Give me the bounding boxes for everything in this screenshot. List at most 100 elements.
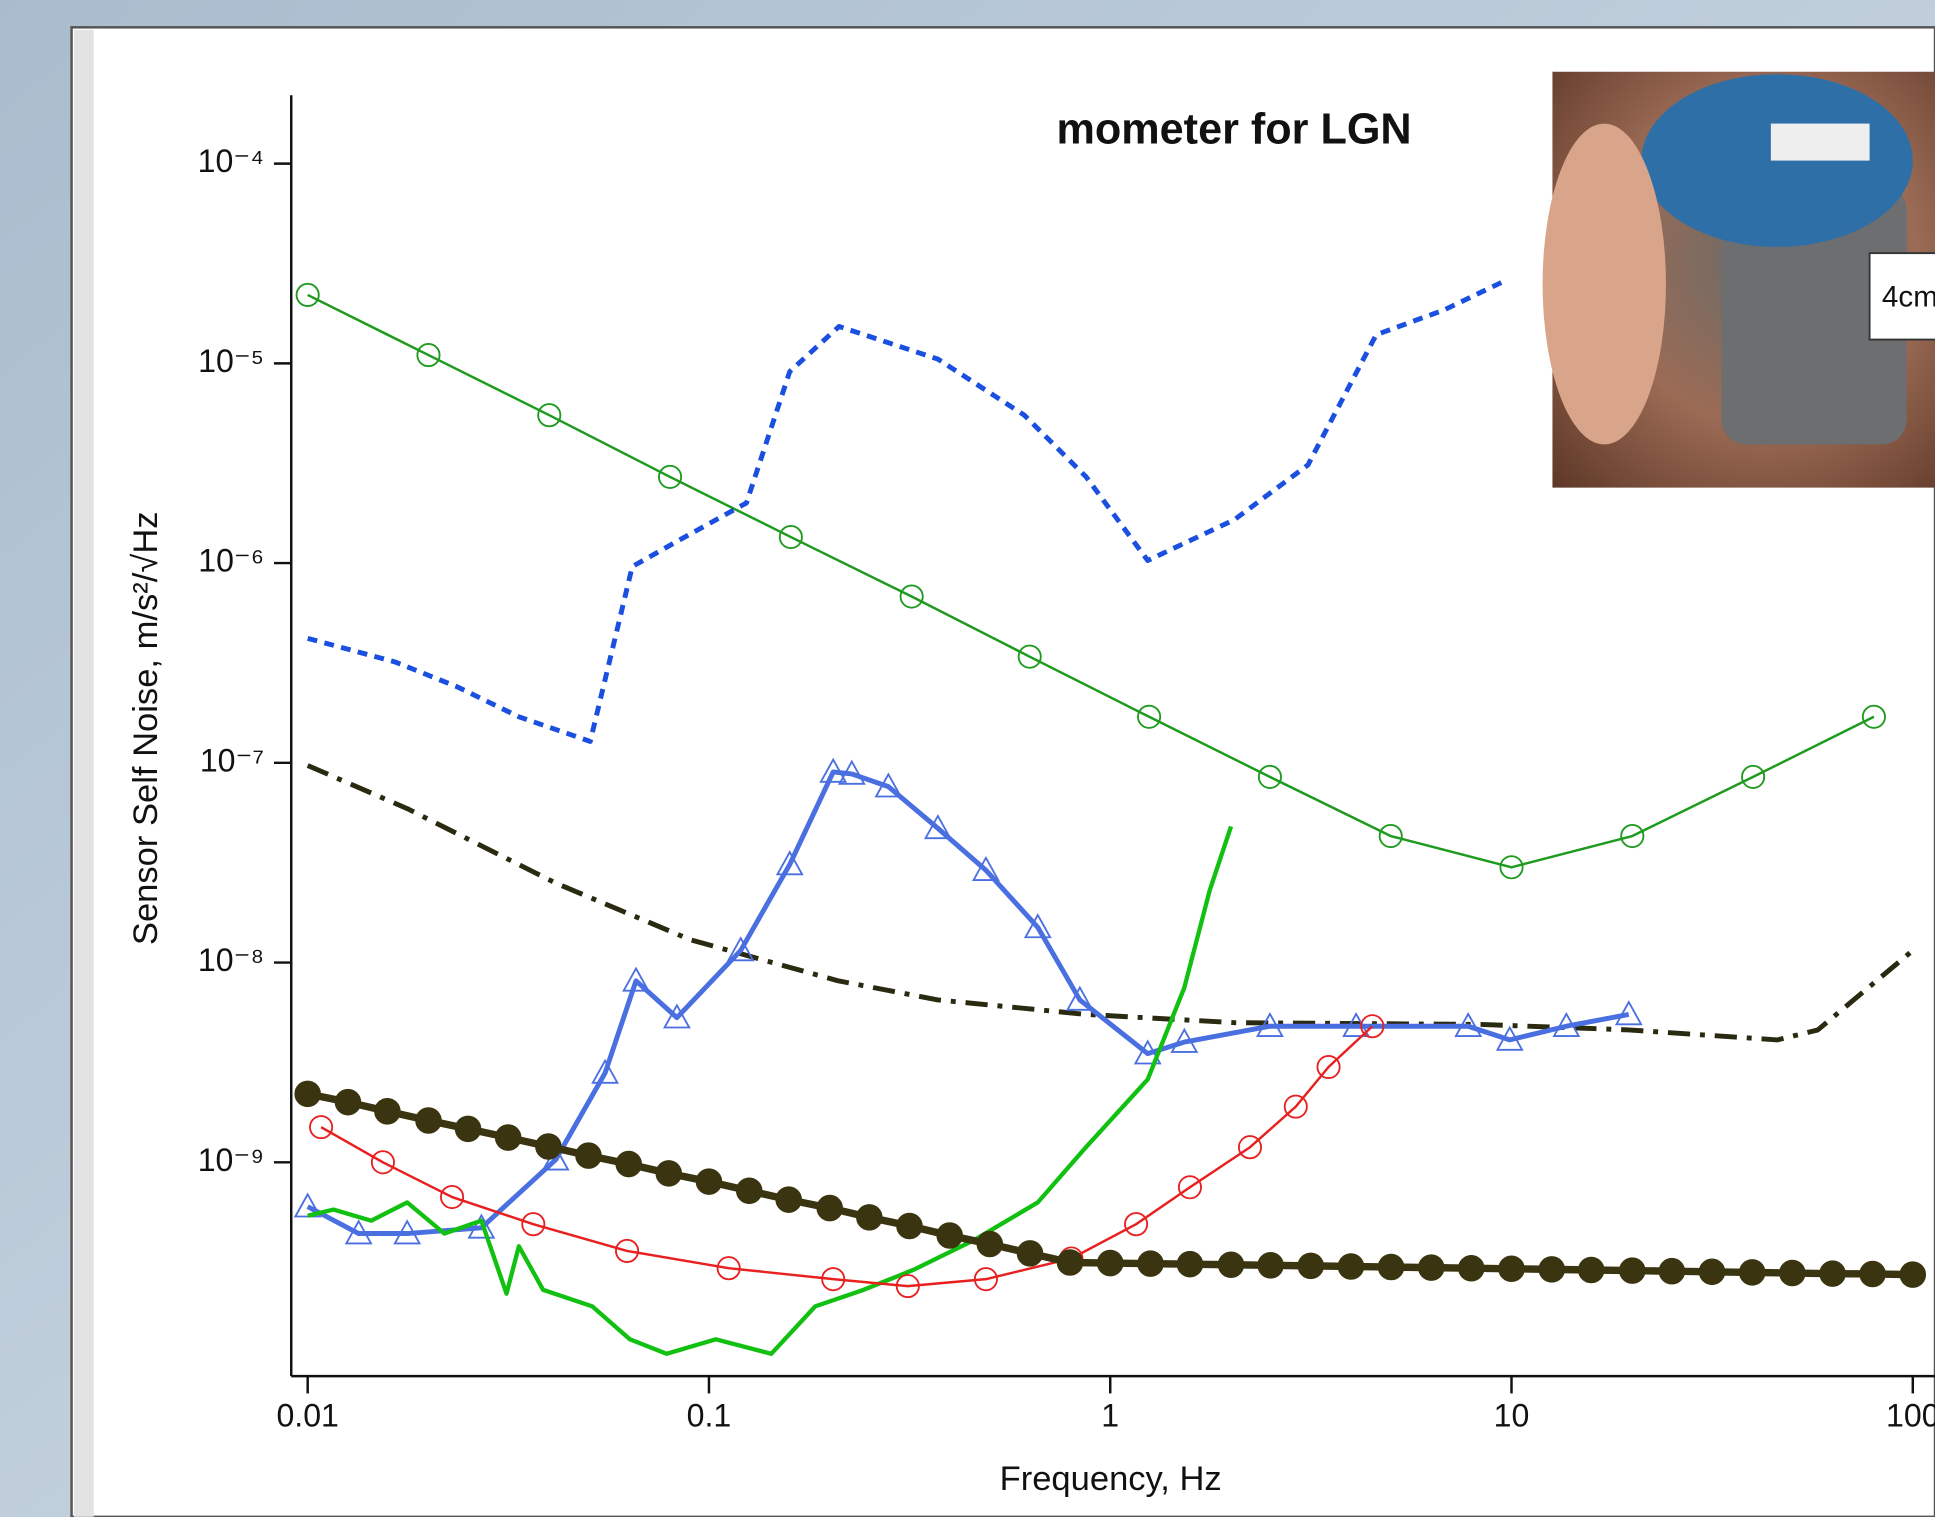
marker bbox=[1499, 855, 1524, 880]
connector bbox=[1770, 123, 1870, 161]
marker bbox=[293, 1192, 322, 1218]
marker bbox=[1861, 704, 1886, 729]
marker bbox=[973, 1267, 998, 1292]
x-tick-label: 100 bbox=[1886, 1398, 1935, 1434]
marker bbox=[575, 1142, 602, 1169]
marker bbox=[416, 343, 441, 368]
marker bbox=[899, 584, 924, 609]
marker bbox=[896, 1212, 923, 1240]
x-tick-label: 0.1 bbox=[687, 1398, 732, 1434]
marker bbox=[440, 1185, 465, 1210]
marker bbox=[374, 1098, 401, 1125]
marker bbox=[874, 772, 903, 798]
marker bbox=[1377, 1253, 1405, 1281]
x-tick-label: 1 bbox=[1101, 1398, 1119, 1434]
marker bbox=[1256, 1011, 1284, 1038]
marker bbox=[778, 525, 803, 550]
y-tick-label: 10⁻⁴ bbox=[198, 143, 264, 179]
marker bbox=[295, 282, 320, 307]
marker bbox=[1417, 1254, 1445, 1281]
marker bbox=[622, 966, 650, 992]
marker bbox=[1124, 1212, 1149, 1237]
marker bbox=[615, 1238, 640, 1263]
series-line bbox=[307, 825, 1234, 1356]
marker bbox=[895, 1274, 920, 1299]
marker bbox=[735, 1177, 763, 1205]
marker bbox=[1023, 913, 1052, 939]
marker bbox=[856, 1204, 883, 1231]
marker bbox=[1619, 1257, 1646, 1284]
marker bbox=[1257, 1252, 1284, 1279]
marker bbox=[1017, 644, 1042, 669]
marker bbox=[1133, 1039, 1162, 1065]
x-tick-label: 0.01 bbox=[276, 1398, 338, 1434]
marker bbox=[1498, 1255, 1525, 1283]
marker bbox=[1065, 985, 1094, 1011]
y-tick-label: 10⁻⁶ bbox=[198, 543, 264, 579]
marker bbox=[494, 1124, 522, 1151]
marker bbox=[294, 1080, 321, 1108]
marker bbox=[1738, 1259, 1766, 1286]
y-axis-label: Sensor Self Noise, m/s²/√Hz bbox=[127, 511, 165, 945]
marker bbox=[344, 1219, 373, 1245]
marker bbox=[1378, 823, 1403, 849]
marker bbox=[591, 1058, 619, 1084]
marker bbox=[615, 1150, 642, 1178]
marker bbox=[1176, 1250, 1204, 1278]
marker bbox=[1016, 1240, 1044, 1267]
y-tick-label: 10⁻⁸ bbox=[198, 942, 264, 978]
marker bbox=[1620, 823, 1645, 849]
y-tick-label: 10⁻⁷ bbox=[200, 742, 264, 778]
finger bbox=[1542, 123, 1666, 445]
series-line bbox=[306, 763, 1915, 1043]
marker bbox=[837, 759, 866, 785]
marker bbox=[1577, 1256, 1605, 1284]
marker bbox=[1454, 1011, 1483, 1038]
marker bbox=[334, 1088, 362, 1116]
marker bbox=[971, 855, 1000, 881]
marker bbox=[1859, 1260, 1886, 1288]
marker bbox=[1096, 1249, 1124, 1277]
marker bbox=[1658, 1257, 1686, 1285]
marker bbox=[1170, 1027, 1199, 1053]
marker bbox=[695, 1168, 723, 1195]
marker bbox=[1342, 1011, 1371, 1038]
series-line bbox=[307, 278, 1507, 744]
sensor-body bbox=[1721, 185, 1907, 445]
marker bbox=[370, 1150, 395, 1175]
inset-photo: 4cm bbox=[1542, 71, 1935, 488]
marker bbox=[976, 1230, 1004, 1258]
marker bbox=[1056, 1249, 1084, 1276]
marker bbox=[775, 1186, 802, 1213]
x-axis-label: Frequency, Hz bbox=[1000, 1460, 1222, 1498]
marker bbox=[1741, 764, 1766, 789]
y-tick-label: 10⁻⁹ bbox=[198, 1142, 264, 1178]
marker bbox=[1552, 1011, 1581, 1038]
inset-label-box bbox=[1868, 252, 1935, 341]
marker bbox=[1257, 764, 1282, 789]
marker bbox=[1495, 1025, 1524, 1051]
marker bbox=[415, 1107, 442, 1134]
panel-edge bbox=[74, 29, 94, 1517]
marker bbox=[1698, 1258, 1726, 1286]
marker bbox=[1237, 1135, 1263, 1160]
marker bbox=[1316, 1054, 1341, 1080]
marker bbox=[816, 1194, 844, 1222]
marker bbox=[1177, 1175, 1202, 1200]
marker bbox=[923, 814, 952, 840]
marker bbox=[655, 1160, 683, 1187]
marker bbox=[1360, 1014, 1385, 1039]
marker bbox=[1899, 1261, 1927, 1288]
chart-title: mometer for LGN bbox=[1056, 106, 1411, 154]
marker bbox=[393, 1219, 422, 1245]
marker bbox=[1137, 704, 1162, 729]
series-line bbox=[320, 1025, 1374, 1288]
marker bbox=[819, 757, 848, 783]
marker bbox=[775, 850, 804, 876]
marker bbox=[1337, 1253, 1365, 1280]
marker bbox=[309, 1115, 334, 1140]
marker bbox=[537, 403, 562, 428]
marker bbox=[467, 1213, 496, 1239]
marker bbox=[535, 1133, 562, 1160]
marker bbox=[1538, 1256, 1566, 1283]
